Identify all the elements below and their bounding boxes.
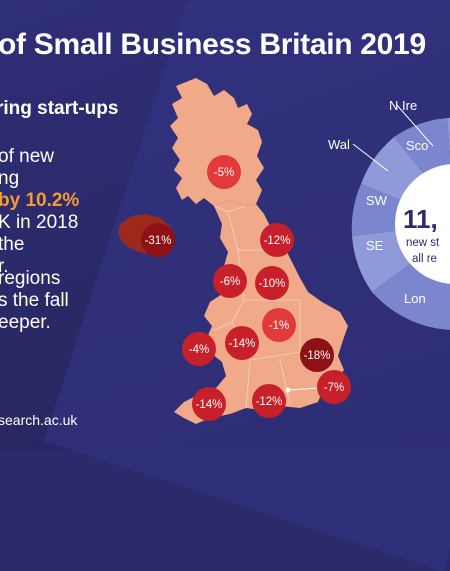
donut-center-line2: all re bbox=[412, 253, 437, 265]
badge-circle-east-midlands bbox=[262, 308, 296, 342]
donut-label-wal: Wal bbox=[328, 137, 350, 152]
section-subtitle: ring start-ups bbox=[0, 98, 119, 119]
donut-label-sw: SW bbox=[366, 193, 388, 208]
badge-label: -12% bbox=[264, 235, 291, 247]
donut-label-sco: Sco bbox=[406, 138, 428, 153]
donut-center-number: 11, bbox=[403, 204, 438, 234]
badge-label: -31% bbox=[145, 235, 172, 247]
badge-circle-north-east bbox=[260, 223, 294, 257]
regions-line-3: eeper. bbox=[0, 312, 51, 333]
badge-label: -14% bbox=[196, 399, 223, 411]
donut-label-lon: Lon bbox=[404, 291, 426, 306]
badge-circle-south-east bbox=[252, 384, 286, 418]
regions-line-1: regions bbox=[0, 268, 61, 289]
badge-label: -6% bbox=[220, 276, 240, 288]
badge-label: -18% bbox=[304, 350, 331, 362]
donut-center-line1: new st bbox=[406, 237, 440, 249]
start-ups-donut: N Ire Sco Wal SW SE Lon 11, new st all r… bbox=[328, 98, 450, 330]
great-britain-map bbox=[170, 78, 348, 424]
badge-label: -10% bbox=[259, 278, 286, 290]
source-url[interactable]: search.ac.uk bbox=[0, 412, 78, 428]
badge-label: -1% bbox=[269, 320, 289, 332]
badge-circle-london bbox=[317, 370, 351, 404]
regions-paragraph: regions s the fall eeper. bbox=[0, 268, 128, 334]
infographic-title: of Small Business Britain 2019 bbox=[0, 28, 426, 61]
intro-highlight: by 10.2% bbox=[0, 190, 80, 211]
intro-line-6: r. bbox=[0, 256, 9, 277]
london-leader-line bbox=[287, 387, 321, 391]
badge-circle-wales bbox=[182, 332, 216, 366]
donut-label-nire: N Ire bbox=[389, 98, 417, 113]
donut-segment-sw bbox=[351, 184, 406, 236]
regions-line-2: s the fall bbox=[0, 290, 69, 311]
badge-label: -12% bbox=[256, 396, 283, 408]
badge-circle-northern-ireland bbox=[141, 223, 175, 257]
donut-center bbox=[395, 164, 450, 284]
badge-circle-south-west bbox=[192, 387, 226, 421]
badge-circle-east bbox=[300, 338, 334, 372]
badge-circle-west-midlands bbox=[225, 326, 259, 360]
leader-nire bbox=[395, 103, 434, 147]
intro-line-1: of new bbox=[0, 146, 54, 167]
donut-segment-nire bbox=[447, 117, 450, 156]
badge-circle-north-west bbox=[213, 264, 247, 298]
badge-circle-north-scotland bbox=[207, 155, 241, 189]
donut-label-se: SE bbox=[366, 238, 384, 253]
map-england-wales bbox=[174, 200, 348, 424]
intro-line-2: ng bbox=[0, 168, 20, 189]
donut-segment-lon bbox=[372, 262, 450, 330]
intro-line-4: K in 2018 bbox=[0, 212, 79, 233]
badge-label: -5% bbox=[214, 167, 234, 179]
donut-segment-sco bbox=[394, 118, 450, 175]
intro-paragraph: of new ng by 10.2% K in 2018 the r. bbox=[0, 146, 128, 278]
badge-label: -4% bbox=[189, 344, 209, 356]
donut-segment-se bbox=[352, 230, 412, 292]
london-marker-dot bbox=[285, 387, 291, 393]
leader-wal bbox=[352, 143, 389, 172]
intro-line-5: the bbox=[0, 234, 25, 255]
badge-label: -7% bbox=[324, 382, 344, 394]
badge-label: -14% bbox=[229, 338, 256, 350]
badge-circle-yorkshire bbox=[255, 266, 289, 300]
uk-map-and-donut: N Ire Sco Wal SW SE Lon 11, new st all r… bbox=[118, 78, 450, 424]
region-badges: -5% -31% -12% -6% -10% -1% -4% -14% -18%… bbox=[141, 155, 351, 421]
